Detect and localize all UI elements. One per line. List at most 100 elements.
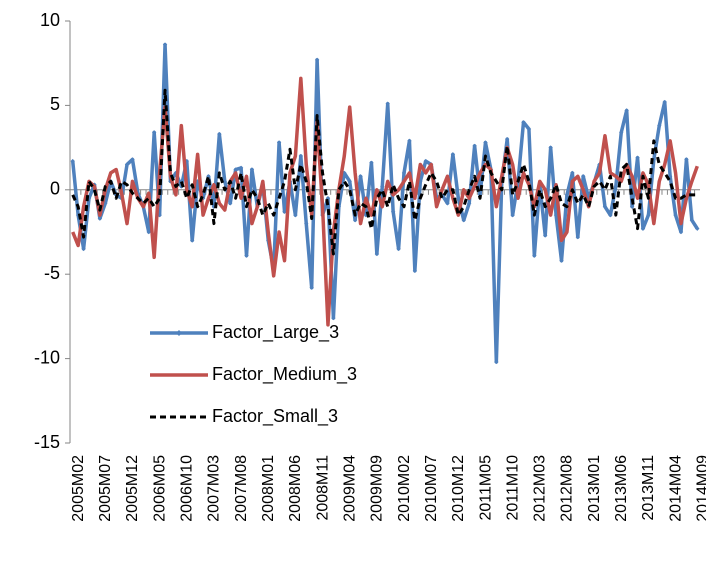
point-marker (309, 285, 314, 290)
y-tick-label: -10 (34, 347, 60, 367)
legend-label: Factor_Large_3 (212, 322, 339, 343)
point-marker (347, 179, 352, 184)
point-marker (570, 170, 575, 176)
x-tick-label: 2007M08 (233, 455, 250, 522)
x-tick-label: 2010M02 (396, 455, 413, 522)
point-marker (532, 253, 537, 258)
point-marker (217, 131, 222, 137)
point-marker (624, 108, 629, 113)
x-tick-label: 2010M12 (450, 455, 467, 522)
point-marker (124, 162, 130, 167)
point-marker (423, 158, 428, 164)
point-marker (695, 226, 700, 231)
point-marker (244, 253, 249, 258)
point-marker (374, 251, 380, 257)
point-marker (412, 268, 418, 274)
x-tick-label: 2006M10 (179, 455, 196, 522)
x-tick-label: 2012M08 (559, 455, 576, 522)
point-marker (390, 209, 396, 214)
point-marker (667, 174, 673, 179)
x-tick-label: 2009M04 (341, 455, 358, 522)
x-tick-label: 2009M09 (369, 455, 386, 522)
point-marker (483, 140, 488, 145)
point-marker (97, 216, 103, 221)
point-marker (70, 158, 75, 164)
point-marker (396, 246, 401, 252)
series-line (71, 88, 698, 256)
point-marker (619, 130, 624, 135)
point-marker (358, 174, 363, 179)
point-marker (238, 165, 244, 171)
point-marker (352, 217, 358, 223)
point-marker (189, 238, 195, 243)
point-marker (564, 192, 570, 198)
point-marker (689, 217, 695, 223)
x-tick-label: 2011M05 (477, 455, 494, 521)
point-marker (461, 217, 466, 223)
point-marker (407, 138, 412, 144)
x-tick-label: 2006M05 (151, 455, 168, 522)
x-tick-label: 2005M07 (97, 455, 114, 522)
point-marker (640, 226, 646, 231)
point-marker (466, 201, 472, 206)
point-marker (553, 212, 559, 218)
point-marker (684, 157, 689, 162)
x-tick-label: 2008M01 (260, 455, 277, 522)
x-tick-label: 2005M02 (70, 455, 87, 522)
point-marker (151, 130, 157, 135)
point-marker (646, 212, 651, 218)
legend-label: Factor_Medium_3 (212, 364, 357, 385)
point-marker (369, 160, 374, 165)
point-marker (276, 140, 282, 145)
point-marker (456, 196, 461, 201)
point-marker (543, 233, 548, 238)
x-tick-label: 2013M01 (586, 455, 603, 522)
point-marker (228, 201, 233, 206)
x-tick-label: 2013M06 (613, 455, 630, 522)
point-marker (521, 120, 526, 125)
y-tick-label: 10 (40, 10, 60, 30)
point-marker (575, 234, 581, 240)
point-marker (282, 209, 287, 214)
x-tick-label: 2007M03 (206, 455, 223, 522)
point-marker (526, 126, 532, 132)
point-marker (510, 212, 515, 218)
y-tick-label: 0 (50, 179, 60, 199)
x-tick-label: 2008M11 (314, 455, 331, 521)
point-marker (494, 359, 499, 365)
point-marker (472, 143, 477, 149)
point-marker (548, 145, 553, 150)
x-tick-label: 2014M09 (695, 455, 706, 522)
point-marker (678, 229, 684, 235)
y-tick-label: -5 (44, 263, 60, 283)
point-marker (385, 101, 390, 106)
x-tick-label: 2008M06 (287, 455, 304, 522)
point-marker (629, 204, 635, 209)
point-marker (146, 229, 151, 235)
point-marker (445, 201, 450, 206)
point-marker (380, 184, 385, 189)
x-tick-label: 2005M12 (124, 455, 141, 522)
legend-marker (176, 330, 182, 336)
point-marker (662, 99, 667, 105)
y-tick-label: 5 (50, 94, 60, 114)
x-tick-label: 2012M03 (532, 455, 549, 522)
legend-label: Factor_Small_3 (212, 406, 338, 427)
x-tick-label: 2014M04 (667, 455, 684, 522)
point-marker (581, 174, 586, 179)
point-marker (673, 212, 678, 218)
point-marker (559, 258, 564, 263)
point-marker (162, 42, 168, 47)
point-marker (450, 152, 456, 157)
x-tick-label: 2013M11 (640, 455, 657, 521)
point-marker (657, 123, 662, 128)
point-marker (304, 221, 309, 226)
point-marker (602, 204, 608, 209)
point-marker (504, 136, 510, 142)
point-marker (233, 167, 238, 172)
point-marker (608, 212, 613, 218)
point-marker (635, 155, 640, 160)
point-marker (401, 170, 407, 176)
point-marker (298, 153, 304, 159)
